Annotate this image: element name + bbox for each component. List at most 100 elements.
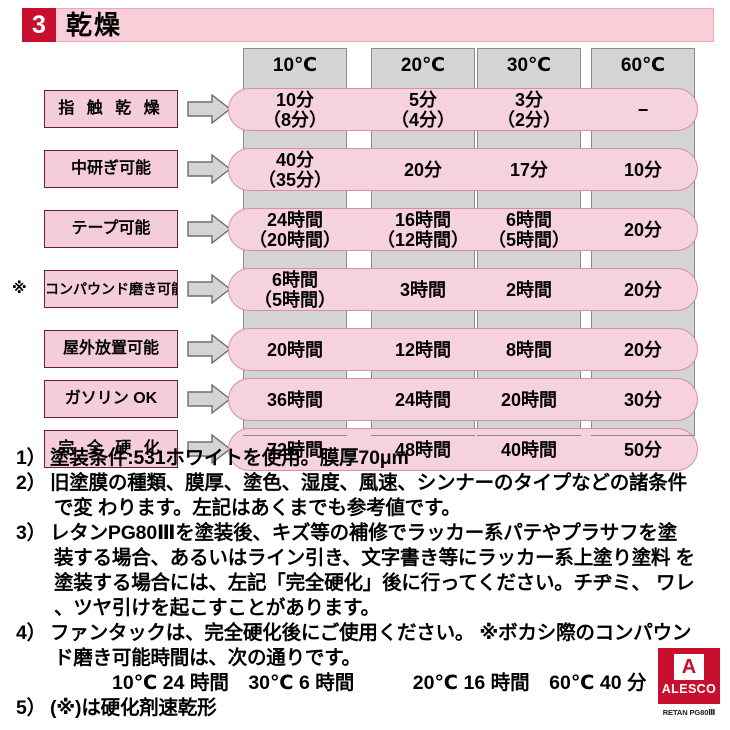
- cell-subvalue: （8分）: [262, 109, 327, 130]
- cell-subvalue: （35分）: [257, 169, 333, 190]
- cell-60c: 20分: [590, 269, 696, 310]
- cell-30c: 20時間: [476, 379, 582, 420]
- column-header-30c: 30℃: [477, 48, 581, 82]
- footnote-line: (※)は硬化剤速乾形: [50, 697, 217, 719]
- footnote-line: ファンタックは、完全硬化後にご使用ください。 ※ボカシ際のコンパウン: [50, 622, 692, 644]
- row-label-sandable: 中研ぎ可能: [44, 150, 178, 188]
- logo-mark-letter: A: [681, 656, 697, 678]
- logo-a-mark-icon: A: [674, 654, 704, 680]
- cell-60c: −: [590, 89, 696, 130]
- row-label-tapeable: テープ可能: [44, 210, 178, 248]
- cell-30c: 8時間: [476, 329, 582, 370]
- row-label-touch-dry: 指 触 乾 燥: [44, 90, 178, 128]
- cell-subvalue: （12時間）: [376, 229, 470, 250]
- arrow-right-icon: [187, 333, 232, 365]
- column-bottom-rule: [477, 435, 581, 436]
- cell-10c: 24時間 （20時間）: [242, 209, 348, 250]
- cell-value: 36時間: [266, 389, 324, 410]
- footnote-marker: 3）: [16, 522, 46, 544]
- page-title: 乾燥: [66, 10, 123, 40]
- cell-value: −: [637, 99, 649, 120]
- cell-value: 48時間: [394, 439, 452, 460]
- cell-20c: 3時間: [370, 269, 476, 310]
- cell-value: 3分: [514, 89, 543, 110]
- cell-value: 3時間: [399, 279, 446, 300]
- cell-60c: 20分: [590, 329, 696, 370]
- cell-30c: 40時間: [476, 429, 582, 470]
- footnote-4: 4） ファンタックは、完全硬化後にご使用ください。 ※ボカシ際のコンパウン ド磨…: [16, 621, 716, 696]
- column-header-60c: 60℃: [591, 48, 695, 82]
- cell-value: 17分: [509, 159, 549, 180]
- row-values-pill: 36時間 24時間 20時間 30分: [228, 378, 698, 421]
- footnote-marker: 1）: [16, 447, 46, 469]
- alesco-logo: A ALESCO RETAN PG80Ⅲ: [658, 648, 720, 722]
- row-values-pill: 24時間 （20時間） 16時間 （12時間） 6時間 （5時間） 20分: [228, 208, 698, 251]
- row-values-pill: 6時間 （5時間） 3時間 2時間 20分: [228, 268, 698, 311]
- table-row: 指 触 乾 燥 10分 （8分） 5分 （4分） 3分 （2分） −: [0, 86, 730, 134]
- row-label-compound-polishable: コンパウンド磨き可能: [44, 270, 178, 308]
- arrow-right-icon: [187, 213, 232, 245]
- cell-20c: 12時間: [370, 329, 476, 370]
- table-row: 中研ぎ可能 40分 （35分） 20分 17分 10分: [0, 146, 730, 194]
- cell-value: 72時間: [266, 439, 324, 460]
- cell-30c: 2時間: [476, 269, 582, 310]
- footnote-1: 1） 塗装条件:531ホワイトを使用。膜厚70μm: [16, 446, 716, 471]
- row-label-outdoor-exposure: 屋外放置可能: [44, 330, 178, 368]
- cell-60c: 30分: [590, 379, 696, 420]
- table-row: テープ可能 24時間 （20時間） 16時間 （12時間） 6時間 （5時間） …: [0, 206, 730, 254]
- footnote-line: で変 わります。左記はあくまでも参考値です。: [54, 497, 461, 519]
- footnote-line: レタンPG80Ⅲを塗装後、キズ等の補修でラッカー系パテやプラサフを塗: [50, 522, 677, 544]
- row-footnote-marker: ※: [12, 280, 27, 297]
- footnote-marker: 5）: [16, 697, 46, 719]
- table-row: ガソリン OK 36時間 24時間 20時間 30分: [0, 376, 730, 424]
- footnote-2: 2） 旧塗膜の種類、膜厚、塗色、湿度、風速、シンナーのタイプなどの諸条件 で変 …: [16, 471, 716, 521]
- row-label-gasoline-ok: ガソリン OK: [44, 380, 178, 418]
- footnotes-list: 1） 塗装条件:531ホワイトを使用。膜厚70μm 2） 旧塗膜の種類、膜厚、塗…: [16, 446, 716, 721]
- logo-wordmark: ALESCO: [661, 682, 717, 696]
- section-number-badge: 3: [22, 8, 56, 42]
- cell-10c: 36時間: [242, 379, 348, 420]
- footnote-line: 旧塗膜の種類、膜厚、塗色、湿度、風速、シンナーのタイプなどの諸条件: [50, 472, 687, 494]
- cell-value: 6時間: [271, 269, 318, 290]
- cell-value: 30分: [623, 389, 663, 410]
- footnote-line: ド磨き可能時間は、次の通りです。: [54, 647, 361, 669]
- cell-value: 20分: [623, 279, 663, 300]
- drying-time-table: 10℃ 20℃ 30℃ 60℃ 指 触 乾 燥 10分 （8分） 5分 （4分）…: [0, 48, 730, 471]
- cell-value: 20時間: [266, 339, 324, 360]
- cell-30c: 3分 （2分）: [476, 89, 582, 130]
- cell-subvalue: （5時間）: [487, 229, 570, 250]
- cell-10c: 40分 （35分）: [242, 149, 348, 190]
- column-header-20c: 20℃: [371, 48, 475, 82]
- section-header-band: [22, 8, 714, 42]
- row-values-pill: 40分 （35分） 20分 17分 10分: [228, 148, 698, 191]
- row-label-full-cure: 完 全 硬 化: [44, 430, 178, 468]
- footnote-line: 、ツヤ引けを起こすことがあります。: [54, 597, 380, 619]
- cell-value: 20分: [623, 339, 663, 360]
- cell-value: 24時間: [266, 209, 324, 230]
- column-header-10c: 10℃: [243, 48, 347, 82]
- cell-value: 10分: [623, 159, 663, 180]
- cell-value: 2時間: [505, 279, 552, 300]
- cell-value: 5分: [408, 89, 437, 110]
- cell-10c: 20時間: [242, 329, 348, 370]
- arrow-right-icon: [187, 153, 232, 185]
- cell-value: 8時間: [505, 339, 552, 360]
- cell-30c: 17分: [476, 149, 582, 190]
- cell-value: 20時間: [500, 389, 558, 410]
- cell-value: 24時間: [394, 389, 452, 410]
- cell-value: 20分: [403, 159, 443, 180]
- footnote-marker: 2）: [16, 472, 46, 494]
- cell-value: 12時間: [394, 339, 452, 360]
- footnote-line: 塗装条件:531ホワイトを使用。膜厚70μm: [50, 447, 409, 469]
- cell-subvalue: （5時間）: [253, 289, 336, 310]
- footnote-line: 装する場合、あるいはライン引き、文字書き等にラッカー系上塗り塗料 を: [54, 547, 695, 569]
- cell-10c: 72時間: [242, 429, 348, 470]
- cell-value: 10分: [275, 89, 315, 110]
- cell-20c: 16時間 （12時間）: [370, 209, 476, 250]
- footnote-line: 塗装する場合には、左記「完全硬化」後に行ってください。チヂミ、 ワレ: [54, 572, 695, 594]
- footnote-5: 5） (※)は硬化剤速乾形: [16, 696, 716, 721]
- arrow-right-icon: [187, 383, 232, 415]
- cell-value: 16時間: [394, 209, 452, 230]
- row-values-pill: 20時間 12時間 8時間 20分: [228, 328, 698, 371]
- logo-product-caption: RETAN PG80Ⅲ: [662, 708, 716, 717]
